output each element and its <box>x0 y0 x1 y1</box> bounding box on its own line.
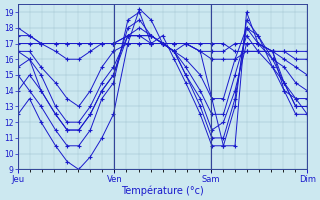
X-axis label: Température (°c): Température (°c) <box>121 185 204 196</box>
